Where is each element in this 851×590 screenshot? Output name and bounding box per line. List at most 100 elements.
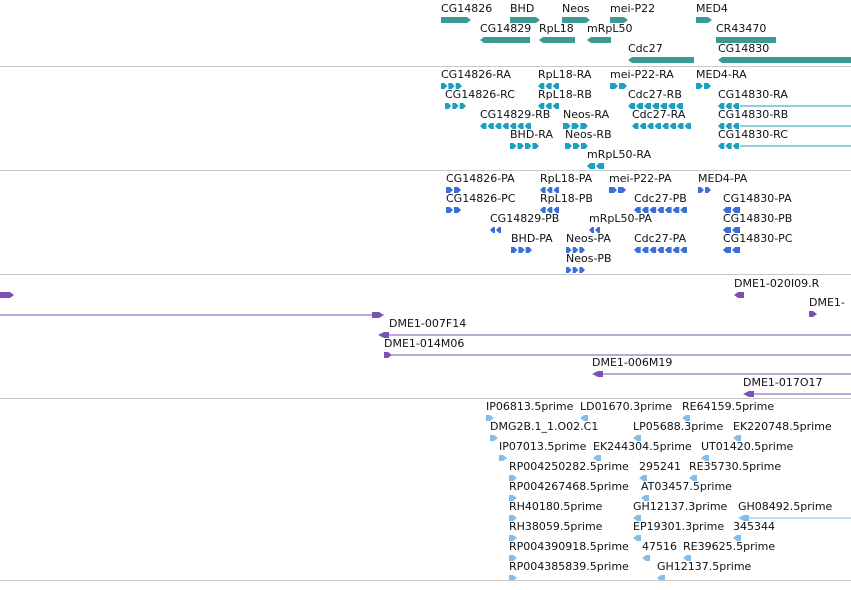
gene-feature[interactable]: mei-P22 xyxy=(610,2,655,32)
feature-glyph xyxy=(509,535,517,541)
est-feature[interactable]: DMG2B.1_1.O02.C1 xyxy=(490,420,598,450)
protein-feature[interactable]: mRpL50-PA xyxy=(589,212,652,242)
clone-feature[interactable] xyxy=(0,297,384,327)
transcript-feature[interactable]: CG14830-RC xyxy=(718,128,851,158)
transcript-feature[interactable]: mei-P22-RA xyxy=(610,68,674,98)
feature-glyph xyxy=(592,371,851,377)
gene-feature[interactable]: RpL18 xyxy=(539,22,575,52)
feature-glyph xyxy=(587,163,604,169)
gene-feature[interactable]: CR43470 xyxy=(716,22,776,52)
gene-feature[interactable]: CG14826 xyxy=(441,2,492,32)
feature-glyph xyxy=(738,515,851,521)
protein-feature[interactable]: CG14826-PA xyxy=(446,172,515,202)
transcript-feature[interactable]: CG14829-RB xyxy=(480,108,550,138)
transcript-feature[interactable]: CG14830-RB xyxy=(718,108,851,138)
gene-feature[interactable]: MED4 xyxy=(696,2,728,32)
feature-glyph xyxy=(490,227,501,233)
protein-feature[interactable]: Cdc27-PB xyxy=(634,192,688,222)
est-feature[interactable]: GH08492.5prime xyxy=(738,500,851,530)
est-feature[interactable]: RE39625.5prime xyxy=(683,540,775,570)
protein-feature[interactable]: mei-P22-PA xyxy=(609,172,672,202)
feature-glyph xyxy=(378,332,851,338)
protein-feature[interactable]: CG14830-PA xyxy=(723,192,792,222)
feature-glyph xyxy=(682,415,690,421)
est-feature[interactable]: EK244304.5prime xyxy=(593,440,692,470)
gene-feature[interactable]: CG14829 xyxy=(480,22,531,52)
feature-glyph xyxy=(657,575,665,581)
track-transcripts: CG14826-RA RpL18-RA mei-P22-RA MED4-RA C… xyxy=(0,67,851,170)
protein-feature[interactable]: MED4-PA xyxy=(698,172,747,202)
clone-feature[interactable]: DME1-007F14 xyxy=(378,317,851,347)
protein-feature[interactable]: CG14826-PC xyxy=(446,192,515,222)
protein-feature[interactable]: CG14829-PB xyxy=(490,212,559,242)
est-feature[interactable]: GH12137.5prime xyxy=(657,560,751,590)
est-feature[interactable]: IP07013.5prime xyxy=(499,440,586,470)
transcript-feature[interactable]: mRpL50-RA xyxy=(587,148,651,178)
protein-feature[interactable]: RpL18-PB xyxy=(540,192,593,222)
est-feature[interactable]: UT01420.5prime xyxy=(701,440,793,470)
gene-feature[interactable]: mRpL50 xyxy=(587,22,632,52)
clone-feature[interactable]: DME1-017O17 xyxy=(743,376,851,406)
est-feature[interactable]: RP004385839.5prime xyxy=(509,560,629,590)
transcript-feature[interactable]: RpL18-RA xyxy=(538,68,591,98)
clone-feature[interactable]: DME1-020I09.R xyxy=(734,277,819,307)
feature-glyph xyxy=(634,207,687,213)
feature-glyph xyxy=(538,103,559,109)
est-feature[interactable]: LP05688.3prime xyxy=(633,420,723,450)
feature-glyph xyxy=(628,103,683,109)
feature-glyph xyxy=(633,515,641,521)
transcript-feature[interactable]: Cdc27-RA xyxy=(632,108,692,138)
clone-feature[interactable] xyxy=(0,277,14,307)
clone-feature[interactable]: DME1-014M06 xyxy=(384,337,851,367)
est-feature[interactable]: 345344 xyxy=(733,520,775,550)
feature-glyph xyxy=(0,292,14,298)
est-feature[interactable]: EK220748.5prime xyxy=(733,420,832,450)
protein-feature[interactable]: Neos-PA xyxy=(566,232,611,262)
protein-feature[interactable]: RpL18-PA xyxy=(540,172,592,202)
gene-feature[interactable]: Cdc27 xyxy=(628,42,694,72)
clone-feature[interactable]: DME1- xyxy=(809,296,845,326)
feature-glyph xyxy=(809,311,817,317)
feature-glyph xyxy=(446,207,461,213)
est-feature[interactable]: RP004390918.5prime xyxy=(509,540,629,570)
protein-feature[interactable]: Neos-PB xyxy=(566,252,612,282)
transcript-feature[interactable]: CG14830-RA xyxy=(718,88,851,118)
est-feature[interactable]: RH38059.5prime xyxy=(509,520,602,550)
track-divider xyxy=(0,274,851,275)
est-feature[interactable]: EP19301.3prime xyxy=(633,520,724,550)
est-feature[interactable]: GH12137.3prime xyxy=(633,500,727,530)
transcript-feature[interactable]: CG14826-RC xyxy=(445,88,515,118)
track-divider xyxy=(0,398,851,399)
transcript-feature[interactable]: Neos-RA xyxy=(563,108,609,138)
protein-feature[interactable]: CG14830-PC xyxy=(723,232,792,262)
est-feature[interactable]: RE35730.5prime xyxy=(689,460,781,490)
feature-glyph xyxy=(701,455,709,461)
est-feature[interactable]: RP004250282.5prime xyxy=(509,460,629,490)
protein-feature[interactable]: BHD-PA xyxy=(511,232,553,262)
clone-feature[interactable]: DME1-006M19 xyxy=(592,356,851,386)
gene-feature[interactable]: BHD xyxy=(510,2,540,32)
feature-glyph xyxy=(633,535,641,541)
est-feature[interactable]: LD01670.3prime xyxy=(580,400,672,430)
est-feature[interactable]: 295241 xyxy=(639,460,681,490)
gene-feature[interactable]: Neos xyxy=(562,2,590,32)
transcript-feature[interactable]: Neos-RB xyxy=(565,128,612,158)
transcript-feature[interactable]: RpL18-RB xyxy=(538,88,592,118)
transcript-feature[interactable]: Cdc27-RB xyxy=(628,88,684,118)
est-feature[interactable]: RH40180.5prime xyxy=(509,500,602,530)
protein-feature[interactable]: Cdc27-PA xyxy=(634,232,688,262)
est-feature[interactable]: AT03457.5prime xyxy=(641,480,732,510)
protein-feature[interactable]: CG14830-PB xyxy=(723,212,792,242)
feature-glyph xyxy=(642,555,650,561)
est-feature[interactable]: IP06813.5prime xyxy=(486,400,573,430)
gene-feature[interactable]: CG14830 xyxy=(718,42,851,72)
est-feature[interactable]: RE64159.5prime xyxy=(682,400,774,430)
transcript-feature[interactable]: CG14826-RA xyxy=(441,68,511,98)
feature-glyph xyxy=(540,187,559,193)
transcript-feature[interactable]: BHD-RA xyxy=(510,128,553,158)
est-feature[interactable]: 47516 xyxy=(642,540,677,570)
feature-glyph xyxy=(718,103,851,109)
feature-glyph xyxy=(580,415,588,421)
transcript-feature[interactable]: MED4-RA xyxy=(696,68,747,98)
est-feature[interactable]: RP004267468.5prime xyxy=(509,480,629,510)
